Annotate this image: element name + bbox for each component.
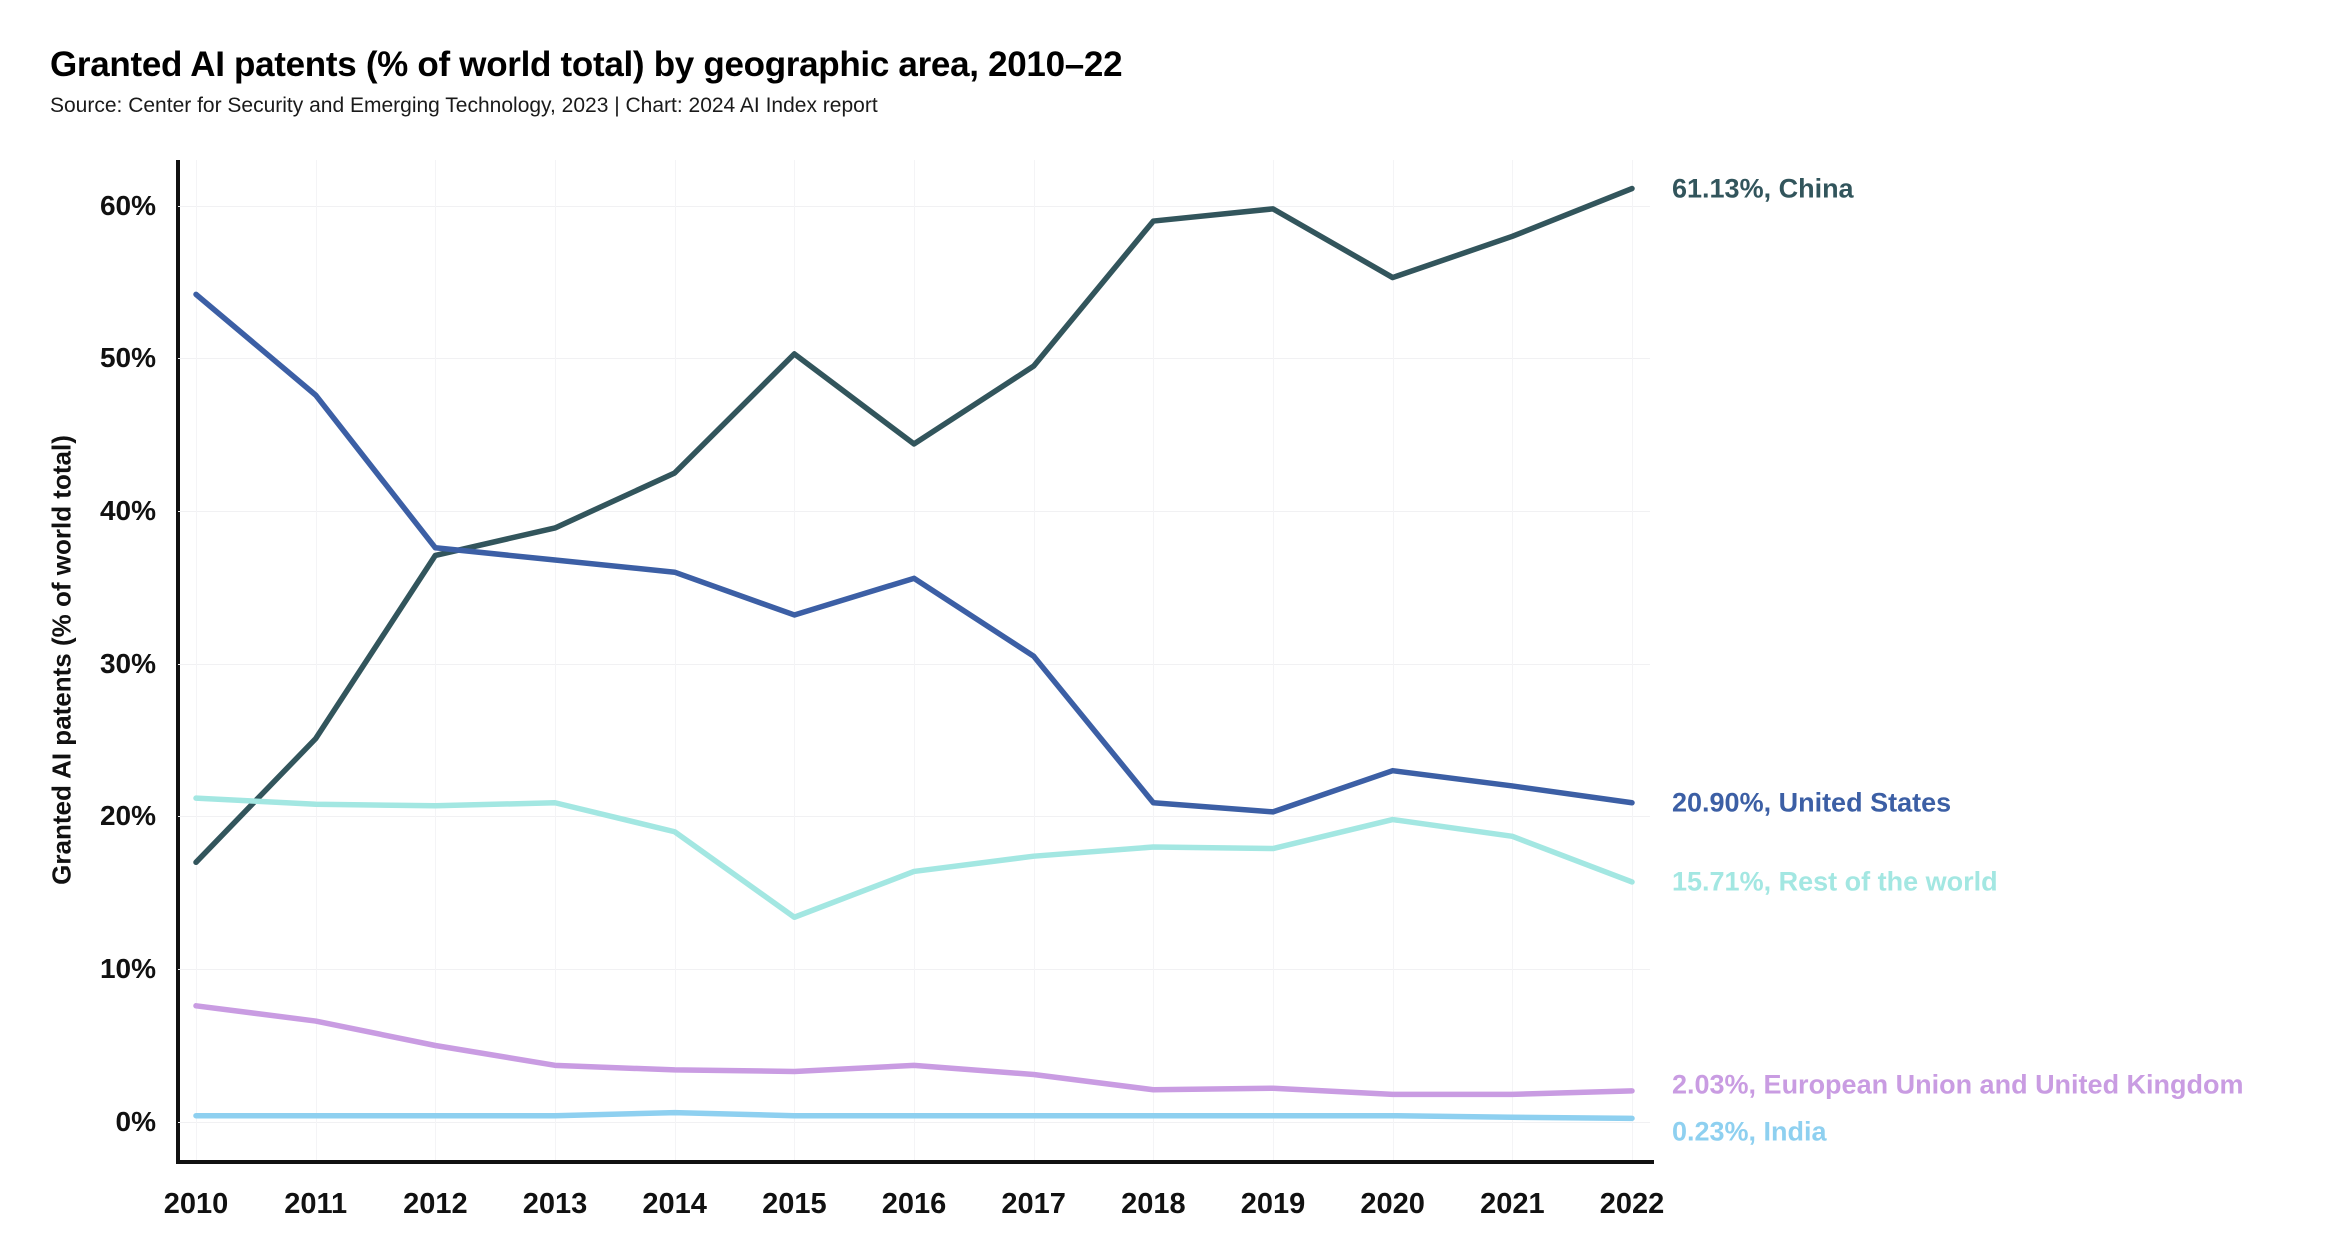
x-axis-tick-label: 2015 — [762, 1188, 827, 1220]
gridline-vertical — [196, 160, 197, 1160]
line-series — [196, 1006, 1632, 1095]
x-axis-tick-label: 2022 — [1599, 1188, 1665, 1220]
plot-area: 0% 10% 20% 30% 40% 50% 60% — [100, 160, 1650, 1160]
page-title: Granted AI patents (% of world total) by… — [50, 45, 1123, 84]
gridline-vertical — [1512, 160, 1514, 1160]
x-axis-tick-label: 2018 — [1121, 1188, 1186, 1220]
chart-source-note: Source: Center for Security and Emerging… — [50, 94, 878, 118]
x-axis-tick-label: 2010 — [163, 1188, 229, 1220]
y-axis-tick-label: 50% — [99, 342, 156, 374]
y-axis-tick-label: 10% — [99, 953, 156, 985]
chart-header: Granted AI patents (% of world total) by… — [50, 44, 2290, 118]
gridline-vertical — [435, 160, 437, 1160]
x-axis-tick-label: 2014 — [642, 1188, 707, 1220]
x-axis-tick-label: 2013 — [522, 1188, 588, 1220]
x-axis-tick-label: 2012 — [403, 1188, 468, 1220]
y-axis-tick-label: 0% — [115, 1105, 156, 1137]
gridline-vertical — [555, 160, 556, 1160]
gridline-vertical — [1153, 160, 1155, 1160]
x-axis-tick-label: 2021 — [1480, 1188, 1545, 1220]
x-axis-tick-label: 2016 — [881, 1188, 947, 1220]
x-axis-tick-label: 2017 — [1001, 1188, 1066, 1220]
y-axis-tick-label: 60% — [99, 189, 156, 221]
line-series — [196, 798, 1632, 917]
y-axis-spine — [176, 160, 180, 1164]
series-end-label: 0.23%, India — [1672, 1116, 1827, 1147]
y-axis-tick-label: 40% — [99, 495, 156, 527]
gridline-vertical — [794, 160, 796, 1160]
gridline-vertical — [1632, 160, 1633, 1160]
gridline-vertical — [674, 160, 676, 1160]
line-series-group — [178, 160, 1650, 1160]
x-axis-tick-label: 2020 — [1360, 1188, 1425, 1220]
x-axis-spine — [176, 1160, 1654, 1164]
line-series — [196, 1113, 1632, 1119]
y-axis-tick-label: 30% — [99, 647, 156, 679]
line-series — [196, 294, 1632, 812]
series-end-label: 20.90%, United States — [1672, 787, 1952, 818]
series-end-label: 61.13%, China — [1672, 173, 1854, 204]
y-axis-tick-label: 20% — [99, 800, 156, 832]
gridline-vertical — [1273, 160, 1274, 1160]
x-axis-tick-label: 2019 — [1240, 1188, 1306, 1220]
gridline-vertical — [315, 160, 317, 1160]
y-axis-label: Granted AI patents (% of world total) — [46, 435, 77, 885]
x-axis-tick-label: 2011 — [284, 1188, 348, 1220]
series-end-label: 15.71%, Rest of the world — [1672, 866, 1998, 897]
gridline-vertical — [1392, 160, 1394, 1160]
gridline-vertical — [914, 160, 915, 1160]
line-series — [196, 189, 1632, 863]
series-end-label: 2.03%, European Union and United Kingdom — [1672, 1069, 2244, 1100]
